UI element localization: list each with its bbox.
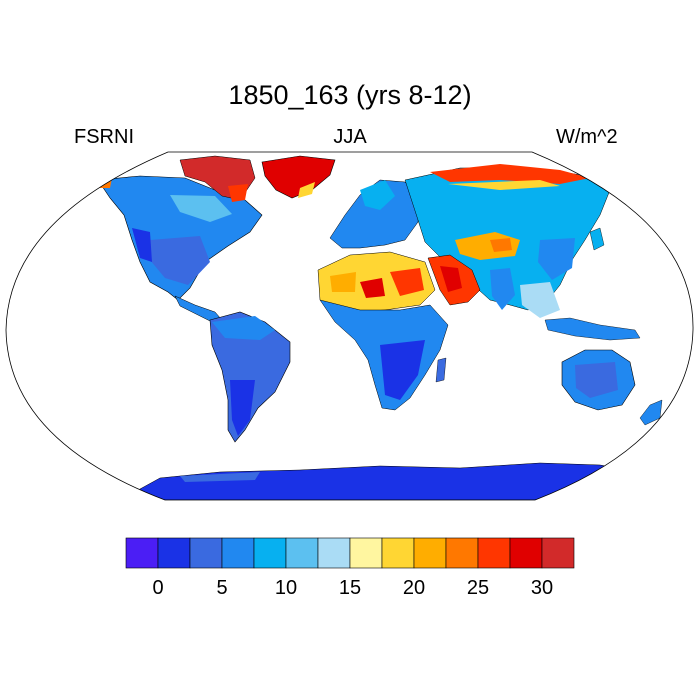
variable-label: FSRNI	[74, 126, 134, 148]
map-title: 1850_163 (yrs 8-12)	[228, 80, 472, 110]
alaska-hot	[95, 178, 112, 188]
colorbar-swatch	[285, 537, 319, 569]
japan	[589, 227, 605, 251]
new-zealand	[639, 399, 663, 426]
colorbar	[125, 537, 575, 569]
season-label: JJA	[333, 126, 367, 148]
east-asia	[538, 238, 575, 280]
africa-southern-cool	[380, 340, 425, 400]
colorbar-tick-label: 5	[216, 577, 227, 599]
sahara-hot-1	[360, 278, 385, 298]
colorbar-swatch	[413, 537, 447, 569]
colorbar-ticks: 0 5 10 15 20 25 30	[152, 577, 553, 599]
colorbar-tick-label: 20	[403, 577, 425, 599]
scandinavia	[360, 180, 395, 210]
colorbar-swatch	[157, 537, 191, 569]
colorbar-swatch	[381, 537, 415, 569]
colorbar-swatch	[317, 537, 351, 569]
colorbar-tick-label: 25	[467, 577, 489, 599]
colorbar-swatch	[445, 537, 479, 569]
map-outline	[5, 151, 694, 501]
colorbar-tick-label: 0	[152, 577, 163, 599]
tibet-warm	[490, 238, 512, 252]
arctic-islands-edge	[228, 184, 248, 202]
australia-interior	[575, 362, 618, 398]
north-america-east	[150, 236, 210, 285]
colorbar-swatch	[189, 537, 223, 569]
india	[490, 268, 515, 310]
colorbar-swatch	[253, 537, 287, 569]
hudson-region	[170, 195, 232, 222]
colorbar-swatch	[509, 537, 543, 569]
world-map	[95, 155, 663, 500]
southeast-asia	[520, 282, 560, 318]
siberia-coast-warm	[448, 180, 560, 190]
greenland	[261, 155, 336, 199]
units-label: W/m^2	[556, 126, 618, 148]
siberia-coast-hot	[430, 164, 590, 184]
maritime-continent	[544, 317, 641, 341]
colorbar-swatch	[221, 537, 255, 569]
north-america-west	[132, 228, 152, 262]
antarctica-edge	[180, 472, 260, 482]
greenland-edge	[298, 182, 315, 198]
sahara-warm	[330, 272, 356, 292]
colorbar-swatch	[125, 537, 159, 569]
colorbar-swatch	[541, 537, 575, 569]
central-america	[174, 295, 223, 323]
sahara-hot-2	[390, 268, 424, 296]
colorbar-swatch	[349, 537, 383, 569]
madagascar	[435, 357, 447, 383]
colorbar-swatch	[477, 537, 511, 569]
south-america-north	[212, 316, 275, 340]
colorbar-tick-label: 10	[275, 577, 297, 599]
south-america	[209, 311, 291, 443]
south-america-south	[230, 380, 255, 436]
arabia-core	[440, 266, 462, 292]
colorbar-tick-label: 15	[339, 577, 361, 599]
colorbar-tick-label: 30	[531, 577, 553, 599]
